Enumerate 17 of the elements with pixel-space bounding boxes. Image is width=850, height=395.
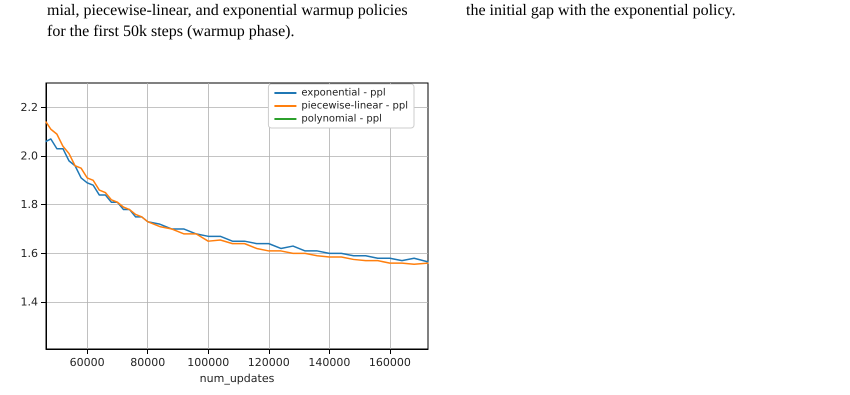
text: mial, piecewise-linear, and exponential warmup policies for the first 50k steps (warmup phase). xyxy=(47,2,408,40)
x-tick-label: 160000 xyxy=(368,356,411,369)
x-axis-title: num_updates xyxy=(200,372,275,385)
x-tick-label: 120000 xyxy=(248,356,290,369)
text: the initial gap with the exponential policy. xyxy=(466,2,736,19)
y-tick-label: 1.8 xyxy=(20,198,38,212)
y-tick-label: 1.4 xyxy=(20,296,38,309)
x-tick-label: 140000 xyxy=(308,356,350,369)
y-tick-label: 2.0 xyxy=(20,150,38,163)
x-tick-label: 80000 xyxy=(130,356,166,369)
y-tick-label: 2.2 xyxy=(20,100,38,114)
legend-label: piecewise-linear - ppl xyxy=(301,100,408,112)
legend-label: polynomial - ppl xyxy=(301,114,382,124)
y-tick-label: 1.6 xyxy=(20,246,38,260)
legend-label: exponential - ppl xyxy=(301,88,386,98)
x-tick-label: 100000 xyxy=(187,356,230,369)
x-tick-label: 60000 xyxy=(70,356,105,369)
